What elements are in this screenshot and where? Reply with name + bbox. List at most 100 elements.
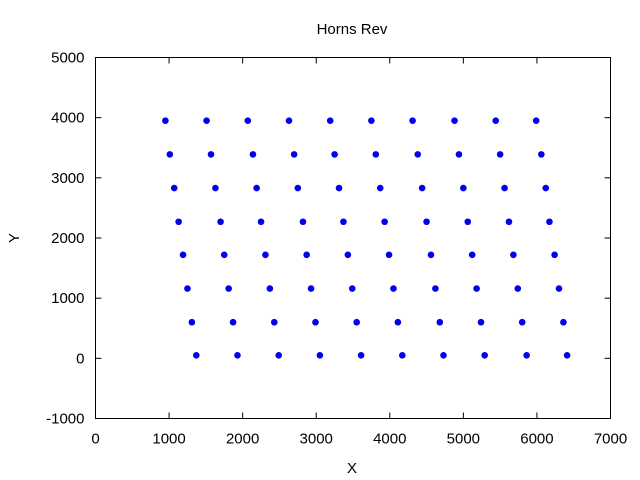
data-point [418, 184, 426, 192]
data-point [368, 117, 375, 124]
data-point [225, 285, 232, 292]
data-point [385, 251, 393, 259]
data-point [390, 285, 397, 292]
x-tick-label: 5000 [447, 431, 480, 448]
data-point [275, 352, 282, 359]
data-point [270, 318, 278, 326]
x-tick-label: 0 [91, 431, 99, 448]
data-point [496, 151, 504, 158]
data-point [166, 151, 174, 158]
data-point [344, 251, 352, 259]
data-point [473, 285, 480, 292]
x-tick-label: 2000 [226, 431, 259, 448]
data-point [353, 318, 360, 326]
data-point [394, 318, 402, 326]
data-point [376, 184, 384, 192]
data-point [192, 352, 200, 359]
data-point [266, 285, 274, 292]
data-point [294, 184, 302, 192]
data-point [299, 218, 307, 226]
data-point [563, 352, 571, 359]
data-point [372, 151, 380, 158]
axes: 0 1000 2000 3000 4000 5000 6000 7000 -1000 0 1000 2… [46, 50, 627, 448]
data-point [551, 251, 558, 259]
data-point [312, 318, 319, 326]
data-point [175, 218, 182, 226]
y-tick-label: 4000 [51, 110, 84, 127]
data-point [184, 285, 191, 292]
y-tick-label: 2000 [51, 230, 84, 247]
data-point [162, 117, 169, 124]
data-point [170, 184, 178, 192]
data-point [398, 352, 406, 359]
data-point [257, 218, 265, 226]
data-point [432, 285, 439, 292]
x-axis-title: X [347, 460, 357, 477]
x-tick-label: 3000 [300, 431, 333, 448]
data-point [217, 218, 224, 226]
data-point [436, 318, 444, 326]
data-point [501, 184, 508, 192]
data-point [468, 251, 476, 259]
data-point [409, 117, 416, 124]
data-point [234, 352, 241, 359]
data-point [340, 218, 347, 226]
plot-frame [95, 57, 611, 419]
data-point [326, 117, 334, 124]
data-point [423, 218, 430, 226]
x-tick-label: 6000 [520, 431, 553, 448]
data-point [427, 251, 435, 259]
data-point [451, 117, 458, 124]
data-point [229, 318, 237, 326]
data-point [249, 151, 257, 158]
data-point [212, 184, 219, 192]
data-points [162, 117, 571, 359]
y-tick-label: 0 [76, 350, 84, 367]
data-point [253, 184, 260, 192]
x-tick-label: 4000 [373, 431, 406, 448]
y-tick-label: -1000 [46, 411, 84, 428]
x-tick-label: 7000 [594, 431, 627, 448]
data-point [381, 218, 388, 226]
data-point [510, 251, 517, 259]
data-point [307, 285, 315, 292]
data-point [357, 352, 365, 359]
data-point [464, 218, 472, 226]
data-point [481, 352, 488, 359]
data-point [188, 318, 196, 326]
y-tick-label: 3000 [51, 170, 84, 187]
data-point [546, 218, 553, 226]
data-point [244, 117, 252, 124]
data-point [538, 151, 545, 158]
data-point [303, 251, 310, 259]
data-point [542, 184, 550, 192]
x-tick-label: 1000 [152, 431, 185, 448]
data-point [335, 184, 343, 192]
data-point [203, 117, 210, 124]
data-point [348, 285, 356, 292]
data-point [532, 117, 540, 124]
data-point [440, 352, 447, 359]
data-point [179, 251, 187, 259]
data-point [505, 218, 513, 226]
data-point [460, 184, 467, 192]
data-point [492, 117, 500, 124]
data-point [207, 151, 215, 158]
data-point [560, 318, 567, 326]
y-axis-title: Y [6, 233, 23, 243]
data-point [262, 251, 269, 259]
data-point [220, 251, 228, 259]
y-tick-label: 1000 [51, 290, 84, 307]
data-point [285, 117, 293, 124]
data-point [414, 151, 422, 158]
data-point [523, 352, 530, 359]
data-point [477, 318, 485, 326]
chart-title: Horns Rev [317, 21, 388, 38]
data-point [455, 151, 463, 158]
data-point [331, 151, 338, 158]
data-point [514, 285, 522, 292]
data-point [316, 352, 324, 359]
data-point [555, 285, 563, 292]
data-point [518, 318, 526, 326]
